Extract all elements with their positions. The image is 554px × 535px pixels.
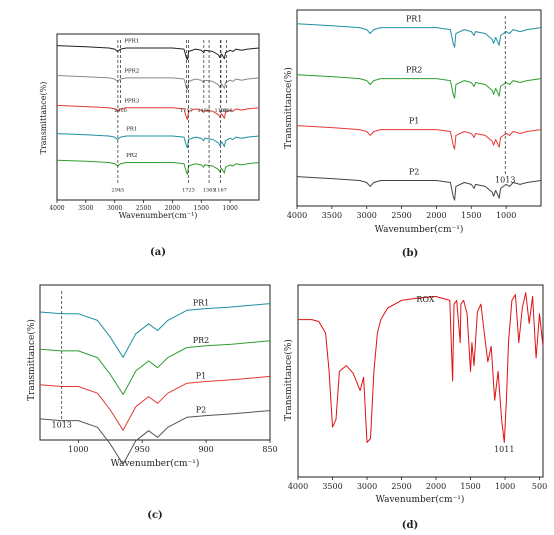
series-line-ppr1 (56, 45, 260, 61)
panel-b-ylabel: Transmittance(%) (283, 67, 294, 149)
series-line-pr1 (56, 133, 260, 149)
panel-c-ticks: 1000 950 900 850 (68, 440, 278, 454)
panel-d: Transmittance(%) Wavenumber(cm⁻¹) (d) 40… (283, 284, 547, 531)
series-label-pr1: PR1 (193, 299, 210, 308)
x-tick-label: 1000 (496, 211, 516, 220)
panel-d-series: ROX (298, 292, 544, 443)
x-tick-label: 3500 (78, 205, 93, 212)
panel-d-ticks: 4000 3500 3000 2500 2000 1500 1000 500 (288, 477, 547, 491)
annotation-label: 1013 (495, 175, 515, 184)
series-label-ppr2: PPR2 (124, 69, 139, 75)
panel-c-annotations: 1013 (52, 291, 72, 430)
x-tick-label: 2500 (136, 205, 151, 212)
x-tick-label: 3500 (322, 211, 342, 220)
series-label-ppr1: PPR1 (124, 39, 139, 45)
series-label-pr2: PR2 (126, 153, 137, 159)
annotation-label: 1160 (215, 108, 228, 114)
panel-c-label: (c) (147, 510, 163, 521)
series-label-pr1: PR1 (126, 127, 137, 133)
x-tick-label: 500 (532, 482, 547, 491)
panel-b: Transmittance(%) Wavenumber(cm⁻¹) (b) 40… (283, 9, 542, 259)
annotation-label: 1456 (197, 108, 210, 114)
x-tick-label: 900 (198, 445, 213, 454)
series-line-p1 (296, 125, 542, 150)
annotation-label: 1011 (494, 445, 514, 454)
series-line-ppr2 (56, 75, 260, 91)
panel-c-series: PR1 PR2 P1 P2 (39, 299, 271, 465)
panel-d-plot-area (297, 284, 544, 478)
panel-d-label: (d) (402, 520, 418, 531)
panel-b-xlabel: Wavenumber(cm⁻¹) (375, 224, 464, 235)
series-label-pr2: PR2 (406, 66, 423, 75)
panel-b-series: PR1 PR2 P1 P2 (296, 15, 542, 201)
x-tick-label: 2000 (165, 205, 180, 212)
x-tick-label: 4000 (288, 482, 308, 491)
series-label-p1: P1 (409, 117, 419, 126)
panel-a-ticks: 4000 3500 3000 2500 2000 1500 1000 (49, 200, 238, 212)
annotation-label: 1757 (180, 108, 193, 114)
panel-b-ticks: 4000 3500 3000 2500 2000 1500 1000 (287, 206, 516, 220)
x-tick-label: 2500 (391, 211, 411, 220)
series-label-p2: P2 (409, 168, 419, 177)
x-tick-label: 1000 (495, 482, 515, 491)
x-tick-label: 1000 (68, 445, 88, 454)
series-label-pr1: PR1 (406, 15, 423, 24)
x-tick-label: 2000 (426, 211, 446, 220)
x-tick-label: 1500 (460, 482, 480, 491)
x-tick-label: 4000 (49, 205, 64, 212)
annotation-label: 1365 (203, 188, 216, 194)
panel-a-ylabel: Transmittance(%) (39, 82, 48, 155)
x-tick-label: 3000 (107, 205, 122, 212)
series-line-pr1 (296, 23, 542, 48)
annotation-label: 1013 (52, 421, 72, 430)
x-tick-label: 1000 (223, 205, 238, 212)
series-label-ppr3: PPR3 (124, 98, 140, 104)
series-label-rox: ROX (416, 295, 434, 304)
panel-d-xlabel: Wavenumber(cm⁻¹) (376, 494, 465, 505)
x-tick-label: 1500 (194, 205, 209, 212)
panel-a-xlabel: Wavenumber(cm⁻¹) (119, 211, 198, 220)
series-line-rox (298, 292, 544, 443)
annotation-label: 1723 (182, 188, 195, 194)
panel-a: Transmittance(%) Wavenumber(cm⁻¹) (a) 40… (39, 33, 260, 258)
x-tick-label: 4000 (287, 211, 307, 220)
x-tick-label: 950 (135, 445, 150, 454)
panel-b-annotations: 1013 (495, 16, 515, 184)
x-tick-label: 3000 (357, 211, 377, 220)
series-label-p2: P2 (196, 406, 206, 415)
series-line-p2 (296, 176, 542, 201)
series-line-pr2 (56, 159, 260, 175)
annotation-label: 2900 (114, 108, 127, 114)
panel-b-label: (b) (402, 248, 418, 259)
series-line-p2 (39, 410, 271, 465)
panel-c-xlabel: Wavenumber(cm⁻¹) (111, 458, 200, 469)
panel-a-series: PPR1 PPR2 PPR3 PR1 PR2 (56, 39, 260, 175)
annotation-label: 1167 (214, 188, 227, 194)
panel-a-plot-area (56, 33, 260, 201)
panel-c-ylabel: Transmittance(%) (26, 319, 37, 401)
panel-a-label: (a) (150, 247, 166, 258)
x-tick-label: 3500 (322, 482, 342, 491)
series-label-p1: P1 (196, 371, 206, 380)
series-line-pr2 (296, 74, 542, 99)
series-label-pr2: PR2 (193, 336, 210, 345)
panel-d-ylabel: Transmittance(%) (283, 339, 294, 421)
series-line-pr1 (39, 303, 271, 358)
x-tick-label: 3000 (357, 482, 377, 491)
x-tick-label: 2500 (391, 482, 411, 491)
panel-d-annotations: 1011 (494, 445, 514, 454)
panel-c-plot-area (39, 284, 271, 441)
annotation-label: 1066 (220, 108, 233, 114)
series-line-pr2 (39, 340, 271, 395)
x-tick-label: 2000 (426, 482, 446, 491)
panel-b-plot-area (296, 9, 542, 207)
x-tick-label: 850 (262, 445, 277, 454)
panel-c: Transmittance(%) Wavenumber(cm⁻¹) (c) 10… (26, 284, 278, 521)
x-tick-label: 1500 (461, 211, 481, 220)
series-line-p1 (39, 375, 271, 431)
series-line-ppr3 (56, 104, 260, 120)
annotation-label: 2945 (112, 188, 125, 194)
